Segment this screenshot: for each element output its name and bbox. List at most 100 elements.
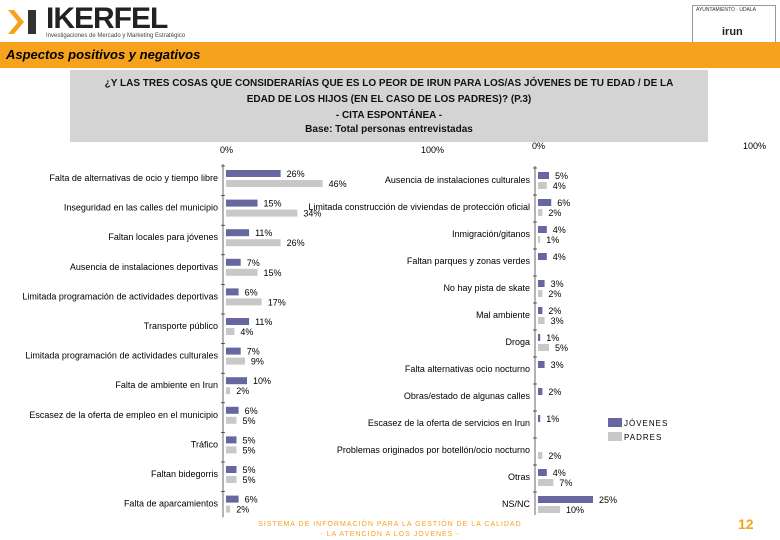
data-label: 4% [553,181,566,191]
data-label: 15% [264,199,282,209]
data-label: 5% [243,445,256,455]
bar-padres [538,290,543,297]
category-label: Inseguridad en las calles del municipio [64,203,218,213]
data-label: 4% [553,468,566,478]
brand-tagline: Investigaciones de Mercado y Marketing E… [46,33,186,39]
bar-padres [538,317,545,324]
axis-tick-label: 0% [220,145,233,155]
category-label: NS/NC [502,499,531,509]
category-label: Faltan parques y zonas verdes [407,256,531,266]
data-label: 1% [546,333,559,343]
axis-tick-label: 0% [532,141,545,151]
question-line-2: EDAD DE LOS HIJOS (EN EL CASO DE LOS PAD… [246,94,532,105]
bar-padres [226,268,258,276]
category-label: No hay pista de skate [443,283,530,293]
question-box [70,70,708,142]
category-label: Faltan bidegorris [151,469,219,479]
bar-padres [226,505,231,513]
category-label: Falta de alternativas de ocio y tiempo l… [49,173,218,183]
data-label: 11% [255,228,272,238]
category-label: Escasez de la oferta de empleo en el mun… [29,410,218,420]
bar-padres [226,180,323,187]
category-label: Falta de ambiente en Irun [115,380,218,390]
legend-swatch [608,432,622,441]
data-label: 34% [303,209,321,219]
legend-swatch [608,418,622,427]
bar-jovenes [538,469,547,476]
bar-jovenes [538,226,547,233]
page-title: Aspectos positivos y negativos [6,47,201,62]
brand-logo: IKERFEL [46,2,168,35]
data-label: 10% [566,505,584,515]
bar-jovenes [538,172,549,179]
legend-label: JÓVENES [624,419,668,428]
data-label: 4% [553,225,566,235]
category-label: Limitada construcción de viviendas de pr… [308,202,530,212]
data-label: 2% [548,208,561,218]
bar-padres [538,236,541,243]
data-label: 2% [548,289,561,299]
bar-jovenes [538,253,547,260]
data-label: 10% [253,376,271,386]
data-label: 2% [236,505,249,515]
category-label: Falta alternativas ocio nocturno [405,364,530,374]
question-line-4: Base: Total personas entrevistadas [305,124,473,135]
data-label: 4% [553,252,566,262]
legend-label: PADRES [624,433,662,442]
logo-chevron-icon [8,10,36,34]
bar-jovenes [226,229,250,237]
bar-padres [538,506,560,513]
bar-jovenes [226,258,241,266]
bar-jovenes [226,436,237,444]
bar-padres [538,479,554,486]
bar-jovenes [538,199,552,206]
category-label: Problemas originados por botellón/ocio n… [337,445,530,455]
bar-jovenes [538,361,545,368]
title-bar [0,42,780,68]
bar-padres [226,476,237,483]
question-line-3: - CITA ESPONTÁNEA - [335,110,443,121]
partner-logo-top: AYUNTAMIENTO · UDALA [696,7,757,13]
data-label: 26% [287,238,305,248]
data-label: 3% [551,360,564,370]
category-label: Tráfico [191,439,218,449]
bar-jovenes [538,280,545,287]
category-label: Inmigración/gitanos [452,229,531,239]
bar-padres [226,328,235,335]
data-label: 6% [245,287,258,297]
data-label: 2% [548,387,561,397]
footer-line-1: SISTEMA DE INFORMACIÓN PARA LA GESTIÓN D… [258,521,522,528]
category-label: Limitada programación de actividades cul… [25,351,218,361]
category-label: Ausencia de instalaciones culturales [385,175,531,185]
category-label: Droga [505,337,530,347]
bar-jovenes [538,415,541,422]
data-label: 9% [251,357,264,367]
data-label: 6% [245,495,258,505]
bar-jovenes [226,288,239,296]
axis-tick-label: 100% [743,141,766,151]
data-label: 5% [243,416,256,426]
data-label: 6% [557,198,570,208]
data-label: 17% [268,297,286,307]
category-label: Escasez de la oferta de servicios en Iru… [368,418,530,428]
question-line-1: ¿Y LAS TRES COSAS QUE CONSIDERARÍAS QUE … [104,78,674,89]
footer-line-2: - LA ATENCIÓN A LOS JÓVENES - [320,531,460,538]
category-label: Falta de aparcamientos [124,499,219,509]
page-number: 12 [738,516,754,532]
data-label: 5% [555,343,568,353]
bar-jovenes [226,199,258,207]
bar-jovenes [538,307,543,314]
bar-jovenes [226,170,281,177]
data-label: 6% [245,406,258,416]
bar-padres [538,452,543,459]
data-label: 1% [546,235,559,245]
data-label: 5% [243,475,256,485]
data-label: 15% [264,268,282,278]
category-label: Limitada programación de actividades dep… [22,291,218,301]
category-label: Otras [508,472,531,482]
data-label: 7% [559,478,572,488]
bar-padres [226,416,237,424]
bar-padres [538,182,547,189]
bar-jovenes [538,388,543,395]
category-label: Mal ambiente [476,310,530,320]
